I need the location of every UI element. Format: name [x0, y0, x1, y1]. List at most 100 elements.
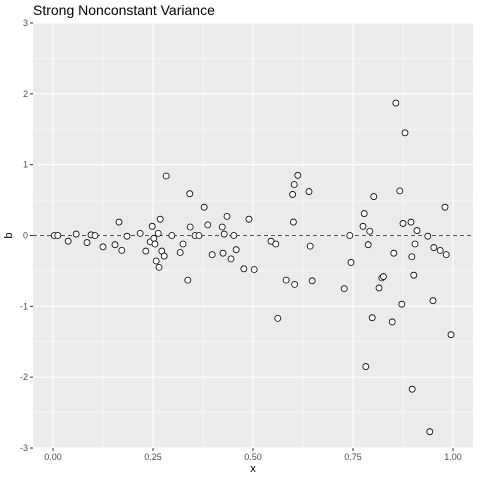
data-point [305, 188, 313, 195]
data-point [72, 230, 80, 238]
data-point [399, 220, 407, 227]
x-tick-label: 0.25 [144, 452, 162, 462]
data-point [430, 244, 438, 251]
data-point [219, 249, 227, 257]
data-point [362, 363, 370, 370]
data-point [160, 252, 168, 260]
y-tick-label: -3 [20, 443, 28, 453]
data-point [218, 223, 226, 231]
data-point [426, 428, 434, 436]
data-point [396, 187, 404, 195]
data-point [379, 273, 387, 280]
data-point [150, 234, 158, 242]
data-point [136, 229, 144, 237]
data-point [227, 255, 235, 263]
x-tick-label: 0.75 [344, 452, 362, 462]
data-point [155, 263, 163, 271]
data-point [364, 241, 372, 249]
data-point [240, 265, 248, 273]
data-point [64, 237, 72, 245]
data-point [195, 232, 203, 239]
data-point [392, 99, 400, 107]
data-point [413, 227, 421, 234]
data-point [359, 222, 367, 230]
y-axis-title: b [3, 232, 15, 238]
data-point [407, 218, 415, 226]
data-point [168, 232, 176, 239]
data-point [360, 210, 368, 217]
data-point [154, 229, 162, 237]
x-tick-label: 0.00 [44, 452, 62, 462]
data-point [179, 240, 187, 248]
data-point [54, 232, 62, 239]
data-point [142, 247, 150, 255]
data-point [123, 232, 131, 240]
data-point [447, 331, 455, 339]
data-point [429, 297, 437, 305]
y-tick-label: 1 [23, 160, 28, 170]
data-point [91, 232, 99, 239]
data-point [151, 240, 159, 248]
y-tick-label: 3 [23, 18, 28, 28]
data-point [398, 300, 406, 308]
data-point [408, 385, 416, 393]
y-tick-label: -2 [20, 372, 28, 382]
data-points [50, 99, 455, 436]
data-point [408, 253, 416, 261]
data-point [111, 241, 119, 249]
data-point [274, 314, 282, 322]
data-point [290, 181, 298, 188]
data-point [291, 280, 299, 288]
x-tick-label: 1.00 [444, 452, 462, 462]
data-point [223, 212, 231, 220]
data-point [176, 249, 184, 256]
data-point [250, 266, 258, 273]
data-point [272, 240, 280, 248]
data-point [347, 259, 355, 266]
y-axis-ticks: -3 -2 -1 0 1 2 3 [20, 18, 33, 453]
data-point [306, 242, 314, 250]
x-axis-title: x [250, 463, 256, 475]
data-point [370, 193, 378, 200]
data-point [245, 215, 253, 223]
data-point [186, 223, 194, 231]
data-point [366, 227, 374, 235]
data-point [401, 129, 409, 137]
y-tick-label: 2 [23, 89, 28, 99]
data-point [368, 314, 376, 322]
data-point [148, 222, 156, 230]
data-point [282, 276, 290, 284]
y-tick-label: 0 [23, 231, 28, 241]
data-point [83, 239, 91, 246]
data-point [388, 318, 396, 326]
data-point [308, 277, 316, 285]
data-point [442, 251, 450, 259]
data-point [340, 285, 348, 293]
data-point [200, 203, 208, 211]
data-point [436, 246, 444, 254]
data-point [184, 276, 192, 284]
data-point [424, 232, 432, 240]
data-point [162, 172, 170, 180]
y-tick-label: -1 [20, 301, 28, 311]
data-point [152, 257, 160, 265]
data-point [118, 246, 126, 254]
data-point [232, 246, 240, 254]
data-point [289, 218, 297, 226]
data-point [156, 215, 164, 223]
data-point [294, 171, 302, 179]
data-point [346, 232, 354, 239]
x-axis-ticks: 0.00 0.25 0.50 0.75 1.00 [44, 448, 462, 462]
data-point [289, 191, 297, 198]
data-point [186, 190, 194, 198]
data-point [115, 218, 123, 226]
data-point [390, 249, 398, 257]
data-point [411, 240, 419, 248]
x-tick-label: 0.50 [244, 452, 262, 462]
chart-title: Strong Nonconstant Variance [33, 2, 215, 18]
data-point [99, 243, 107, 251]
data-point [204, 221, 212, 229]
data-point [220, 230, 228, 238]
data-point [230, 232, 238, 239]
